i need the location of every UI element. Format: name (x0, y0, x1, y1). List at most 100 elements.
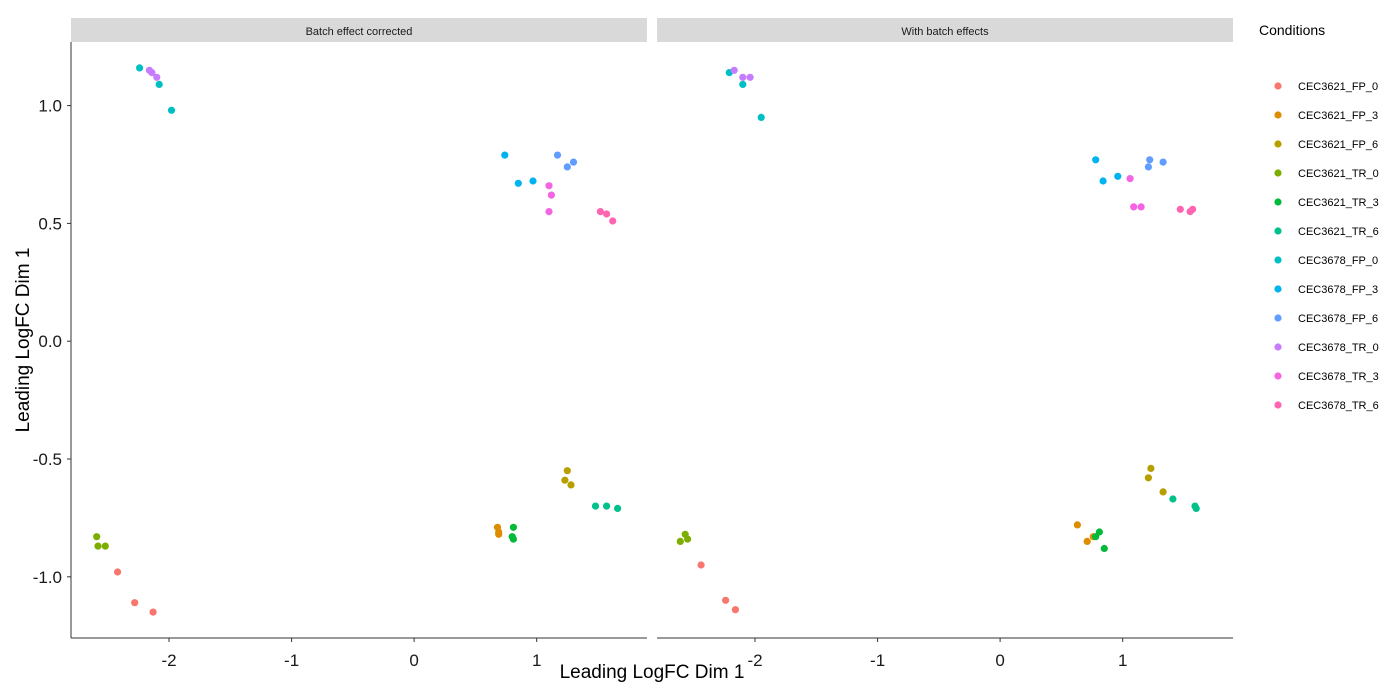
data-point (1092, 533, 1100, 541)
legend-label: CEC3621_FP_3 (1298, 110, 1378, 122)
data-point (614, 504, 622, 512)
legend: Conditions CEC3621_FP_0CEC3621_FP_3CEC36… (1259, 22, 1379, 412)
panel-right-x-ticks: -2 -1 0 1 (747, 638, 1127, 670)
legend-title: Conditions (1259, 22, 1325, 38)
data-point (1192, 504, 1200, 512)
legend-key (1274, 343, 1282, 351)
data-point (596, 208, 605, 216)
legend-key (1274, 314, 1282, 322)
y-tick-label: -1.0 (33, 568, 62, 587)
legend-label: CEC3621_FP_6 (1298, 139, 1378, 151)
legend-key (1274, 256, 1282, 264)
data-point (145, 66, 153, 74)
data-point (1137, 203, 1145, 211)
x-tick-label: 0 (995, 651, 1004, 670)
data-point (697, 561, 705, 569)
data-point (509, 523, 517, 531)
data-point (529, 177, 537, 185)
data-point (1144, 163, 1152, 171)
x-axis-title: Leading LogFC Dim 1 (560, 662, 745, 683)
x-tick-label: 0 (409, 651, 418, 670)
data-point (1159, 158, 1167, 166)
legend-key (1274, 401, 1282, 409)
panel-right-title: With batch effects (901, 26, 989, 38)
data-point (567, 481, 575, 489)
data-point (153, 73, 161, 81)
y-axis-title: Leading LogFC Dim 1 (13, 248, 34, 433)
data-point (93, 533, 101, 541)
data-point (545, 208, 553, 216)
data-point (545, 182, 553, 190)
data-point (603, 210, 611, 218)
x-tick-label: 1 (1118, 651, 1127, 670)
data-point (1147, 464, 1155, 472)
legend-entries: CEC3621_FP_0 CEC3621_FP_3 CEC3621_FP_6 CEC3… (1274, 81, 1379, 412)
legend-label: CEC3621_TR_3 (1298, 197, 1379, 209)
data-point (722, 596, 730, 604)
data-point (676, 537, 684, 546)
panel-right-points (676, 66, 1200, 614)
panel-right-strip (657, 18, 1233, 42)
y-tick-label: -0.5 (33, 450, 62, 469)
data-point (1099, 177, 1107, 185)
legend-label: CEC3621_FP_0 (1298, 81, 1378, 93)
data-point (730, 66, 738, 74)
data-point (1146, 156, 1154, 164)
panel-left-points (93, 64, 622, 616)
data-point (1159, 488, 1167, 496)
data-point (553, 151, 562, 159)
data-point (1176, 205, 1184, 213)
legend-key (1274, 227, 1282, 235)
data-point (563, 163, 571, 171)
legend-key (1274, 169, 1282, 177)
panel-left-x-ticks: -2 -1 0 1 (161, 638, 541, 670)
data-point (757, 113, 765, 121)
data-point (509, 535, 517, 543)
data-point (746, 73, 754, 81)
data-point (1144, 474, 1152, 482)
legend-label: CEC3621_TR_0 (1298, 168, 1379, 180)
y-tick-label: 0.0 (38, 332, 62, 351)
data-point (101, 542, 109, 550)
x-tick-label: -2 (161, 651, 176, 670)
y-tick-label: 0.5 (38, 214, 62, 233)
legend-key (1274, 140, 1282, 148)
data-point (569, 158, 578, 166)
y-tick-label: 1.0 (38, 97, 62, 116)
panel-right: With batch effects -2 -1 0 1 (657, 18, 1233, 670)
data-point (155, 80, 163, 88)
data-point (131, 599, 139, 607)
x-tick-label: -1 (870, 651, 885, 670)
data-point (561, 476, 569, 484)
legend-key (1274, 198, 1282, 206)
panel-left: Batch effect corrected -2 -1 0 1 (70, 18, 647, 670)
data-point (1100, 544, 1108, 553)
data-point (739, 80, 747, 88)
data-point (731, 606, 740, 614)
data-point (609, 217, 617, 225)
data-point (1189, 205, 1197, 213)
data-point (149, 608, 157, 616)
x-tick-label: -1 (284, 651, 299, 670)
y-ticks: -1.0 -0.5 0.0 0.5 1.0 (33, 97, 71, 587)
data-point (547, 191, 556, 199)
data-point (1130, 203, 1138, 211)
data-point (136, 64, 144, 72)
legend-key (1274, 285, 1282, 293)
data-point (167, 106, 176, 114)
data-point (1114, 172, 1122, 180)
data-point (1126, 175, 1134, 183)
data-point (1169, 495, 1177, 503)
data-point (739, 73, 747, 81)
legend-key (1274, 111, 1282, 119)
data-point (684, 535, 692, 543)
legend-label: CEC3678_FP_0 (1298, 255, 1378, 267)
legend-label: CEC3678_TR_0 (1298, 342, 1379, 354)
legend-label: CEC3678_FP_3 (1298, 284, 1378, 296)
data-point (591, 502, 600, 510)
data-point (1083, 537, 1091, 546)
data-point (603, 502, 611, 510)
x-tick-label: -2 (747, 651, 762, 670)
x-tick-label: 1 (532, 651, 541, 670)
